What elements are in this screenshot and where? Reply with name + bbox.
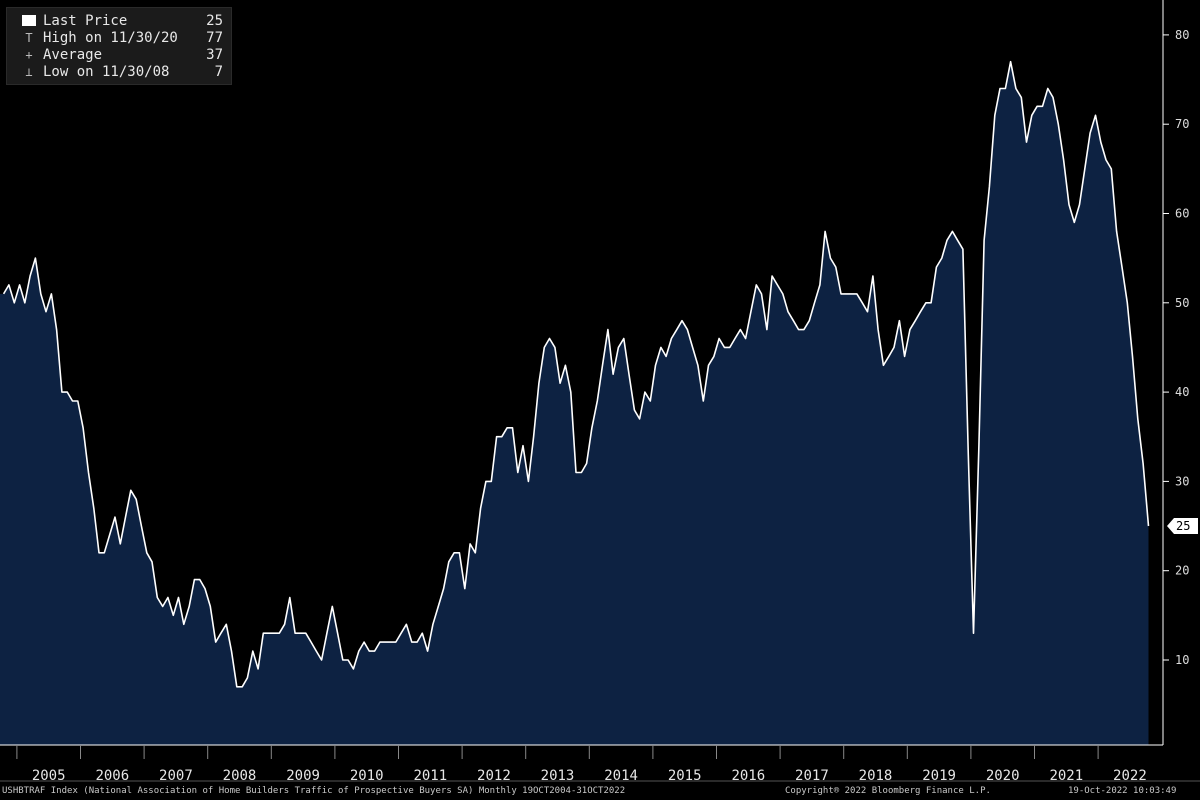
footer-copyright: Copyright® 2022 Bloomberg Finance L.P. [785, 786, 991, 796]
legend-item-high: T High on 11/30/20 77 [15, 29, 223, 46]
x-tick-label: 2011 [413, 768, 447, 784]
y-tick-label: 10 [1175, 653, 1189, 667]
x-tick-label: 2016 [731, 768, 765, 784]
x-tick-label: 2010 [350, 768, 384, 784]
last-value-tag [1167, 518, 1198, 535]
x-tick-label: 2005 [32, 768, 66, 784]
y-axis: 10 20 30 40 50 60 70 80 25 [1162, 0, 1198, 745]
y-tick-label: 60 [1175, 207, 1189, 221]
y-tick-label: 30 [1175, 474, 1189, 488]
x-tick-label: 2009 [286, 768, 320, 784]
footer-index-text: USHBTRAF Index (National Association of … [2, 786, 626, 796]
x-tick-label: 2007 [159, 768, 193, 784]
x-tick-label: 2020 [986, 768, 1020, 784]
legend-value: 7 [214, 63, 223, 80]
footer: USHBTRAF Index (National Association of … [0, 783, 1200, 800]
legend-value: 77 [206, 29, 223, 46]
legend-label: Last Price [43, 12, 128, 29]
x-tick-label: 2015 [668, 768, 702, 784]
x-tick-label: 2017 [795, 768, 829, 784]
legend-value: 25 [206, 12, 223, 29]
series-area-fill [0, 61, 1149, 745]
y-tick-label: 40 [1175, 385, 1189, 399]
x-tick-label: 2021 [1049, 768, 1083, 784]
filled-box-icon [15, 15, 43, 26]
x-tick-label: 2022 [1113, 768, 1147, 784]
average-marker-icon: + [25, 47, 33, 62]
x-tick-label: 2019 [922, 768, 956, 784]
y-tick-label: 80 [1175, 28, 1189, 42]
y-tick-label: 50 [1175, 296, 1189, 310]
footer-timestamp: 19-Oct-2022 10:03:49 [1068, 786, 1177, 796]
y-tick-label: 70 [1175, 117, 1189, 131]
legend-label: Low on 11/30/08 [43, 63, 170, 80]
last-value-label: 25 [1176, 519, 1190, 533]
x-tick-label: 2006 [95, 768, 129, 784]
x-tick-label: 2012 [477, 768, 511, 784]
legend-value: 37 [206, 46, 223, 63]
legend-item-low: ⊥ Low on 11/30/08 7 [15, 63, 223, 80]
legend-label: High on 11/30/20 [43, 29, 178, 46]
x-tick-label: 2014 [604, 768, 638, 784]
x-tick-label: 2008 [223, 768, 257, 784]
high-marker-icon: T [25, 30, 33, 45]
series-line [2, 60, 1150, 688]
x-tick-label: 2013 [541, 768, 575, 784]
low-marker-icon: ⊥ [25, 64, 33, 79]
legend-item-last-price: Last Price 25 [15, 12, 223, 29]
legend: Last Price 25 T High on 11/30/20 77 + Av… [6, 7, 232, 85]
x-tick-label: 2018 [859, 768, 893, 784]
x-axis: 2005 2006 2007 2008 2009 2010 2011 2012 2013 2014… [0, 744, 1200, 784]
plot-area [0, 60, 1150, 745]
legend-label: Average [43, 46, 103, 63]
y-tick-label: 20 [1175, 564, 1189, 578]
legend-item-average: + Average 37 [15, 46, 223, 63]
